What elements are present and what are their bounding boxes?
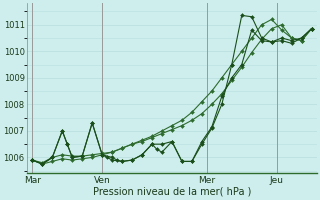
X-axis label: Pression niveau de la mer( hPa ): Pression niveau de la mer( hPa ) bbox=[93, 187, 251, 197]
